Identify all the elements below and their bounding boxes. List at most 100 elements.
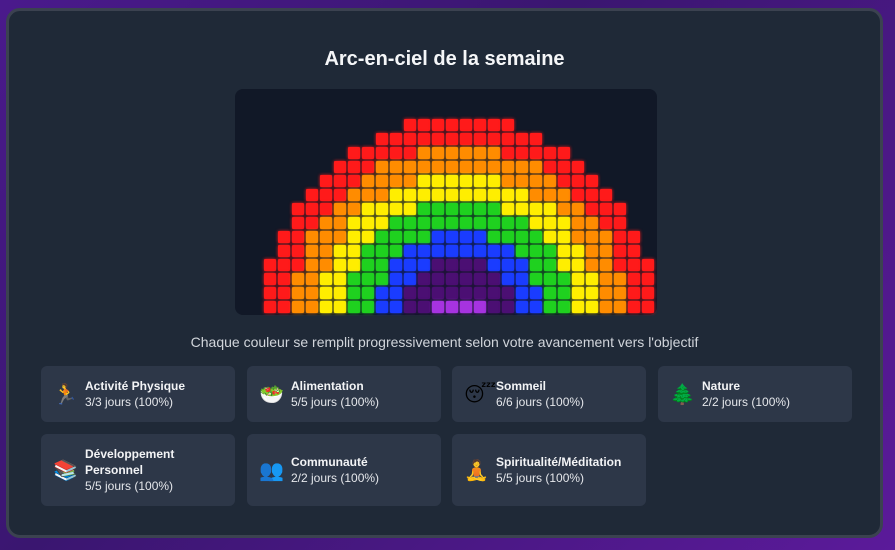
rainbow-pixel (488, 259, 500, 271)
rainbow-pixel (390, 217, 402, 229)
rainbow-pixel (530, 133, 542, 145)
rainbow-pixel (404, 301, 416, 313)
rainbow-pixel (488, 161, 500, 173)
rainbow-pixel (432, 273, 444, 285)
rainbow-pixel (474, 133, 486, 145)
rainbow-pixel (418, 273, 430, 285)
rainbow-pixel (390, 273, 402, 285)
rainbow-pixel (390, 231, 402, 243)
rainbow-pixel (446, 217, 458, 229)
tree-icon: 🌲 (670, 382, 695, 406)
rainbow-pixel (558, 217, 570, 229)
rainbow-pixel (348, 287, 360, 299)
rainbow-pixel (418, 161, 430, 173)
rainbow-pixel (600, 273, 612, 285)
rainbow-pixel (334, 217, 346, 229)
salad-icon: 🥗 (259, 382, 284, 406)
rainbow-pixel (432, 231, 444, 243)
category-name: Communauté (291, 455, 368, 469)
rainbow-pixel (460, 119, 472, 131)
rainbow-pixel (362, 231, 374, 243)
rainbow-pixel (376, 133, 388, 145)
rainbow-pixel (488, 287, 500, 299)
rainbow-pixel (614, 273, 626, 285)
rainbow-pixel (530, 231, 542, 243)
rainbow-pixel (292, 245, 304, 257)
rainbow-pixel (572, 273, 584, 285)
rainbow-pixel (600, 189, 612, 201)
rainbow-pixel (530, 273, 542, 285)
rainbow-pixel (474, 203, 486, 215)
rainbow-panel (235, 89, 657, 315)
rainbow-pixel (390, 161, 402, 173)
rainbow-pixel (516, 203, 528, 215)
rainbow-pixel (334, 301, 346, 313)
rainbow-pixel (404, 119, 416, 131)
rainbow-pixel (446, 147, 458, 159)
rainbow-pixel (278, 231, 290, 243)
rainbow-pixel (278, 301, 290, 313)
rainbow-pixel (488, 133, 500, 145)
rainbow-pixel (558, 273, 570, 285)
rainbow-pixel (390, 189, 402, 201)
rainbow-pixel (376, 175, 388, 187)
rainbow-pixel (362, 245, 374, 257)
rainbow-pixel (390, 245, 402, 257)
rainbow-pixel (334, 189, 346, 201)
rainbow-pixel (306, 217, 318, 229)
rainbow-pixel (474, 273, 486, 285)
rainbow-pixel (362, 161, 374, 173)
rainbow-pixel (558, 147, 570, 159)
rainbow-pixel (418, 217, 430, 229)
rainbow-pixel (404, 259, 416, 271)
category-card-activite-physique: 🏃 Activité Physique 3/3 jours (100%) (41, 366, 235, 422)
rainbow-pixel (404, 175, 416, 187)
rainbow-pixel (544, 273, 556, 285)
rainbow-pixel (278, 287, 290, 299)
rainbow-pixel (544, 217, 556, 229)
rainbow-pixel (460, 287, 472, 299)
rainbow-pixel (432, 245, 444, 257)
rainbow-pixel (572, 175, 584, 187)
rainbow-pixel (488, 203, 500, 215)
rainbow-pixel (600, 203, 612, 215)
rainbow-pixel (292, 301, 304, 313)
rainbow-pixel (306, 203, 318, 215)
rainbow-pixel (572, 259, 584, 271)
rainbow-pixel (418, 133, 430, 145)
rainbow-pixel (544, 301, 556, 313)
rainbow-pixel (600, 245, 612, 257)
rainbow-pixel (362, 203, 374, 215)
rainbow-pixel (418, 231, 430, 243)
rainbow-pixel (474, 189, 486, 201)
rainbow-pixel (446, 273, 458, 285)
rainbow-pixel (376, 245, 388, 257)
rainbow-pixel (558, 259, 570, 271)
rainbow-pixel (348, 175, 360, 187)
rainbow-pixel (432, 287, 444, 299)
rainbow-pixel (488, 273, 500, 285)
rainbow-pixel (334, 231, 346, 243)
rainbow-pixel (390, 301, 402, 313)
rainbow-pixel (586, 175, 598, 187)
rainbow-pixel (544, 147, 556, 159)
rainbow-pixel (362, 259, 374, 271)
rainbow-pixel (264, 301, 276, 313)
category-name: Spiritualité/Méditation (496, 455, 622, 469)
rainbow-pixel (418, 301, 430, 313)
rainbow-pixel (446, 301, 458, 313)
rainbow-pixel (460, 133, 472, 145)
rainbow-pixel (390, 287, 402, 299)
rainbow-pixel (334, 245, 346, 257)
rainbow-pixel (404, 245, 416, 257)
category-name: Sommeil (496, 379, 547, 393)
running-icon: 🏃 (53, 382, 78, 406)
rainbow-pixel (474, 259, 486, 271)
rainbow-pixel (432, 301, 444, 313)
rainbow-pixel (446, 259, 458, 271)
rainbow-pixel (474, 217, 486, 229)
rainbow-pixel (586, 273, 598, 285)
rainbow-pixel (572, 203, 584, 215)
rainbow-pixel (446, 175, 458, 187)
rainbow-pixel (292, 203, 304, 215)
